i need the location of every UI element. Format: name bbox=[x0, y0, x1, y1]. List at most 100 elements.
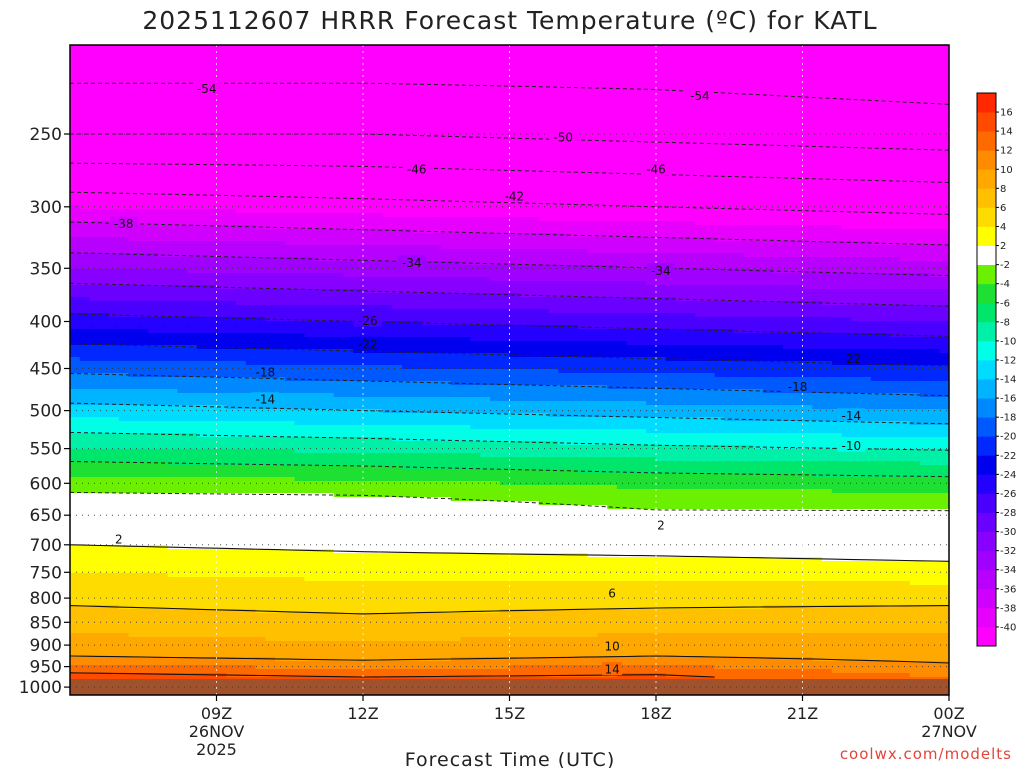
temperature-cell bbox=[255, 257, 266, 262]
temperature-cell bbox=[294, 597, 305, 602]
temperature-cell bbox=[79, 417, 91, 422]
temperature-cell bbox=[343, 245, 354, 250]
temperature-cell bbox=[284, 321, 296, 326]
temperature-cell bbox=[138, 493, 149, 498]
temperature-cell bbox=[236, 289, 247, 294]
temperature-cell bbox=[284, 369, 296, 374]
temperature-cell bbox=[284, 505, 296, 510]
temperature-cell bbox=[314, 321, 325, 326]
temperature-cell bbox=[216, 641, 227, 646]
temperature-cell bbox=[226, 305, 237, 310]
temperature-cell bbox=[333, 365, 345, 370]
temperature-cell bbox=[333, 537, 345, 542]
temperature-cell bbox=[216, 361, 227, 366]
temperature-cell bbox=[236, 205, 247, 210]
temperature-cell bbox=[138, 613, 149, 618]
temperature-cell bbox=[275, 525, 286, 530]
temperature-cell bbox=[245, 217, 257, 222]
temperature-cell bbox=[255, 665, 266, 670]
temperature-cell bbox=[138, 237, 149, 242]
temperature-cell bbox=[284, 641, 296, 646]
temperature-cell bbox=[353, 125, 364, 130]
temperature-cell bbox=[353, 669, 364, 674]
temperature-cell bbox=[323, 129, 335, 134]
temperature-cell bbox=[353, 133, 364, 138]
temperature-cell bbox=[323, 189, 335, 194]
temperature-cell bbox=[187, 625, 198, 630]
temperature-cell bbox=[275, 581, 286, 586]
temperature-cell bbox=[148, 505, 159, 510]
temperature-cell bbox=[177, 577, 188, 582]
temperature-cell bbox=[206, 441, 218, 446]
temperature-cell bbox=[255, 329, 266, 334]
temperature-cell bbox=[79, 517, 91, 522]
temperature-cell bbox=[353, 485, 364, 490]
temperature-cell bbox=[118, 517, 130, 522]
temperature-cell bbox=[294, 325, 305, 330]
temperature-cell bbox=[363, 453, 374, 458]
temperature-cell bbox=[118, 625, 130, 630]
temperature-cell bbox=[177, 521, 188, 526]
temperature-cell bbox=[333, 529, 345, 534]
temperature-cell bbox=[236, 581, 247, 586]
temperature-cell bbox=[323, 537, 335, 542]
temperature-cell bbox=[294, 241, 305, 246]
temperature-cell bbox=[284, 105, 296, 110]
temperature-cell bbox=[70, 485, 81, 490]
temperature-cell bbox=[89, 505, 100, 510]
temperature-cell bbox=[109, 461, 120, 466]
temperature-cell bbox=[265, 445, 276, 450]
temperature-cell bbox=[304, 65, 315, 70]
temperature-cell bbox=[70, 629, 81, 634]
temperature-cell bbox=[216, 597, 227, 602]
temperature-cell bbox=[206, 49, 218, 54]
temperature-cell bbox=[79, 545, 91, 550]
temperature-cell bbox=[99, 105, 110, 110]
temperature-cell bbox=[255, 513, 266, 518]
temperature-cell bbox=[333, 605, 345, 610]
temperature-cell bbox=[197, 297, 208, 302]
temperature-cell bbox=[333, 61, 345, 66]
temperature-cell bbox=[323, 245, 335, 250]
temperature-cell bbox=[197, 309, 208, 314]
temperature-cell bbox=[177, 229, 188, 234]
temperature-cell bbox=[128, 469, 139, 474]
temperature-cell bbox=[138, 85, 149, 90]
temperature-cell bbox=[294, 165, 305, 170]
temperature-cell bbox=[255, 597, 266, 602]
temperature-cell bbox=[138, 61, 149, 66]
temperature-cell bbox=[314, 201, 325, 206]
temperature-cell bbox=[323, 265, 335, 270]
temperature-cell bbox=[138, 117, 149, 122]
temperature-cell bbox=[128, 45, 139, 50]
temperature-cell bbox=[304, 545, 315, 550]
temperature-cell bbox=[109, 517, 120, 522]
temperature-cell bbox=[314, 637, 325, 642]
temperature-cell bbox=[333, 177, 345, 182]
temperature-cell bbox=[323, 413, 335, 418]
temperature-cell bbox=[363, 249, 374, 254]
temperature-cell bbox=[353, 145, 364, 150]
temperature-cell bbox=[99, 525, 110, 530]
temperature-cell bbox=[197, 105, 208, 110]
temperature-cell bbox=[314, 489, 325, 494]
temperature-cell bbox=[284, 665, 296, 670]
temperature-cell bbox=[89, 101, 100, 106]
temperature-cell bbox=[118, 645, 130, 650]
temperature-cell bbox=[255, 333, 266, 338]
temperature-cell bbox=[167, 281, 179, 286]
temperature-cell bbox=[255, 105, 266, 110]
temperature-cell bbox=[255, 465, 266, 470]
temperature-cell bbox=[79, 653, 91, 658]
temperature-cell bbox=[148, 105, 159, 110]
temperature-cell bbox=[89, 129, 100, 134]
temperature-cell bbox=[89, 405, 100, 410]
temperature-cell bbox=[236, 653, 247, 658]
temperature-cell bbox=[314, 357, 325, 362]
temperature-cell bbox=[157, 569, 169, 574]
temperature-cell bbox=[216, 89, 227, 94]
temperature-cell bbox=[138, 197, 149, 202]
temperature-cell bbox=[226, 453, 237, 458]
temperature-cell bbox=[70, 329, 81, 334]
temperature-cell bbox=[128, 345, 139, 350]
